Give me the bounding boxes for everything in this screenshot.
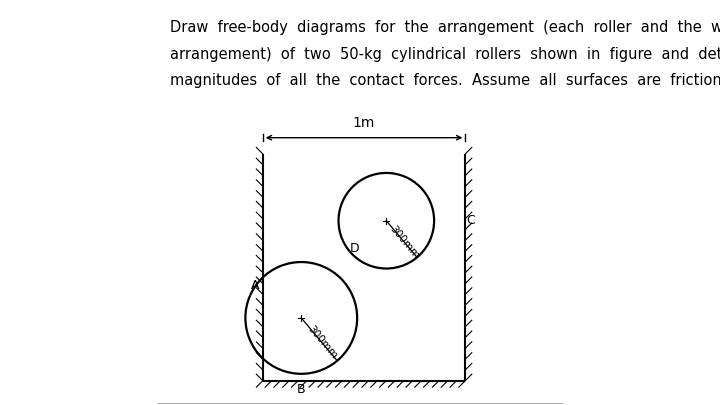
- Text: magnitudes  of  all  the  contact  forces.  Assume  all  surfaces  are  friction: magnitudes of all the contact forces. As…: [170, 73, 720, 88]
- Text: A: A: [251, 279, 260, 292]
- Text: Draw  free-body  diagrams  for  the  arrangement  (each  roller  and  the  whole: Draw free-body diagrams for the arrangem…: [170, 20, 720, 35]
- Text: 300mm: 300mm: [387, 224, 420, 260]
- Text: arrangement)  of  two  50-kg  cylindrical  rollers  shown  in  figure  and  dete: arrangement) of two 50-kg cylindrical ro…: [170, 47, 720, 62]
- Text: C: C: [467, 214, 475, 227]
- Text: 1m: 1m: [353, 116, 375, 130]
- Text: 300mm: 300mm: [305, 324, 338, 361]
- Text: B: B: [297, 383, 305, 396]
- Text: D: D: [350, 242, 359, 255]
